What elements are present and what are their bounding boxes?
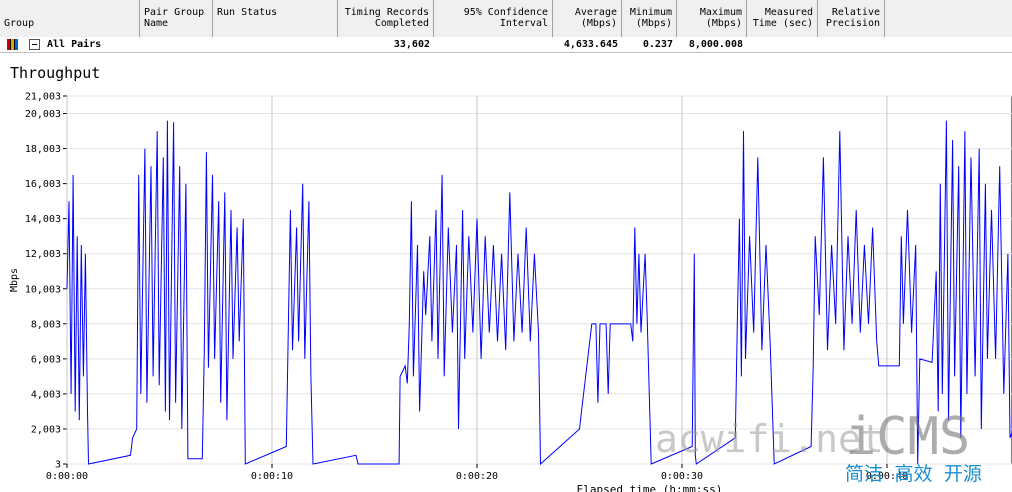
header-text: Completed bbox=[374, 18, 429, 29]
y-tick-label: 14,003 bbox=[25, 214, 61, 225]
header-text: Run Status bbox=[217, 7, 278, 18]
header-text: Pair Group bbox=[144, 7, 205, 18]
throughput-line bbox=[66, 120, 1012, 466]
y-tick-label: 20,003 bbox=[25, 109, 61, 120]
y-tick-label: 3 bbox=[55, 460, 61, 471]
column-header[interactable]: Measured Time (sec) bbox=[747, 0, 818, 37]
column-header[interactable]: Minimum (Mbps) bbox=[622, 0, 677, 37]
header-text: Timing Records bbox=[344, 7, 429, 18]
column-header[interactable]: Relative Precision bbox=[818, 0, 885, 37]
column-header[interactable]: Group bbox=[0, 0, 140, 37]
header-text: Name bbox=[144, 18, 169, 29]
y-tick-label: 2,003 bbox=[31, 424, 61, 435]
cell: 33,602 bbox=[393, 39, 430, 50]
watermark-brand: iCMS bbox=[845, 407, 970, 467]
header-text: Time (sec) bbox=[752, 18, 813, 29]
column-header[interactable]: Average (Mbps) bbox=[553, 0, 622, 37]
y-tick-label: 4,003 bbox=[31, 389, 61, 400]
header-text: (Mbps) bbox=[705, 18, 742, 29]
x-tick-label: 0:00:00 bbox=[46, 471, 88, 482]
y-tick-label: 12,003 bbox=[25, 249, 61, 260]
minus bbox=[32, 44, 37, 45]
x-tick-label: 0:00:30 bbox=[661, 471, 703, 482]
header-text: Relative bbox=[831, 7, 880, 18]
header-text: (Mbps) bbox=[635, 18, 672, 29]
header-text: 95% Confidence bbox=[463, 7, 548, 18]
header-text: Precision bbox=[825, 18, 880, 29]
header-text: Interval bbox=[499, 18, 548, 29]
header-text: (Mbps) bbox=[580, 18, 617, 29]
cell: 0.237 bbox=[642, 39, 673, 50]
y-tick-label: 10,003 bbox=[25, 284, 61, 295]
y-tick-label: 18,003 bbox=[25, 144, 61, 155]
column-header[interactable]: Pair Group Name bbox=[140, 0, 213, 37]
y-tick-label: 16,003 bbox=[25, 179, 61, 190]
column-header[interactable]: Timing Records Completed bbox=[338, 0, 434, 37]
y-tick-label: 21,003 bbox=[25, 92, 61, 103]
collapse-button[interactable] bbox=[29, 39, 40, 50]
column-header-bar: Group Pair Group Name Run Status Timing Reco… bbox=[0, 0, 1012, 38]
cell: 8,000.008 bbox=[688, 39, 743, 50]
x-tick-label: 0:00:40 bbox=[866, 471, 908, 482]
header-text: Maximum bbox=[699, 7, 742, 18]
x-tick-label: 0:00:20 bbox=[456, 471, 498, 482]
column-header[interactable]: Run Status bbox=[213, 0, 338, 37]
cell: All Pairs bbox=[47, 39, 102, 50]
y-tick-label: 8,003 bbox=[31, 319, 61, 330]
chart-title: Throughput bbox=[10, 64, 100, 82]
x-tick-label: 0:00:10 bbox=[251, 471, 293, 482]
watermark-slogan: 简洁 高效 开源 bbox=[845, 463, 982, 485]
cell: 4,633.645 bbox=[563, 39, 618, 50]
chart-icon bbox=[7, 39, 18, 50]
header-text: Measured bbox=[764, 7, 813, 18]
column-header[interactable]: 95% Confidence Interval bbox=[434, 0, 553, 37]
header-text: Group bbox=[4, 18, 35, 29]
chart: Throughput 3 2,003 4,003 6,003 8,003 10,003 12,… bbox=[9, 64, 1012, 492]
y-axis-title: Mbps bbox=[9, 268, 20, 292]
header-text: Minimum bbox=[629, 7, 672, 18]
watermark-site: acwifi.net bbox=[655, 417, 884, 461]
result-row[interactable]: All Pairs 33,602 4,633.645 0.237 8,000.008 bbox=[0, 37, 1012, 53]
y-tick-label: 6,003 bbox=[31, 354, 61, 365]
header-text: Average bbox=[574, 7, 617, 18]
column-header[interactable]: Maximum (Mbps) bbox=[677, 0, 747, 37]
x-axis-title: Elapsed time (h:mm:ss) bbox=[577, 483, 723, 492]
